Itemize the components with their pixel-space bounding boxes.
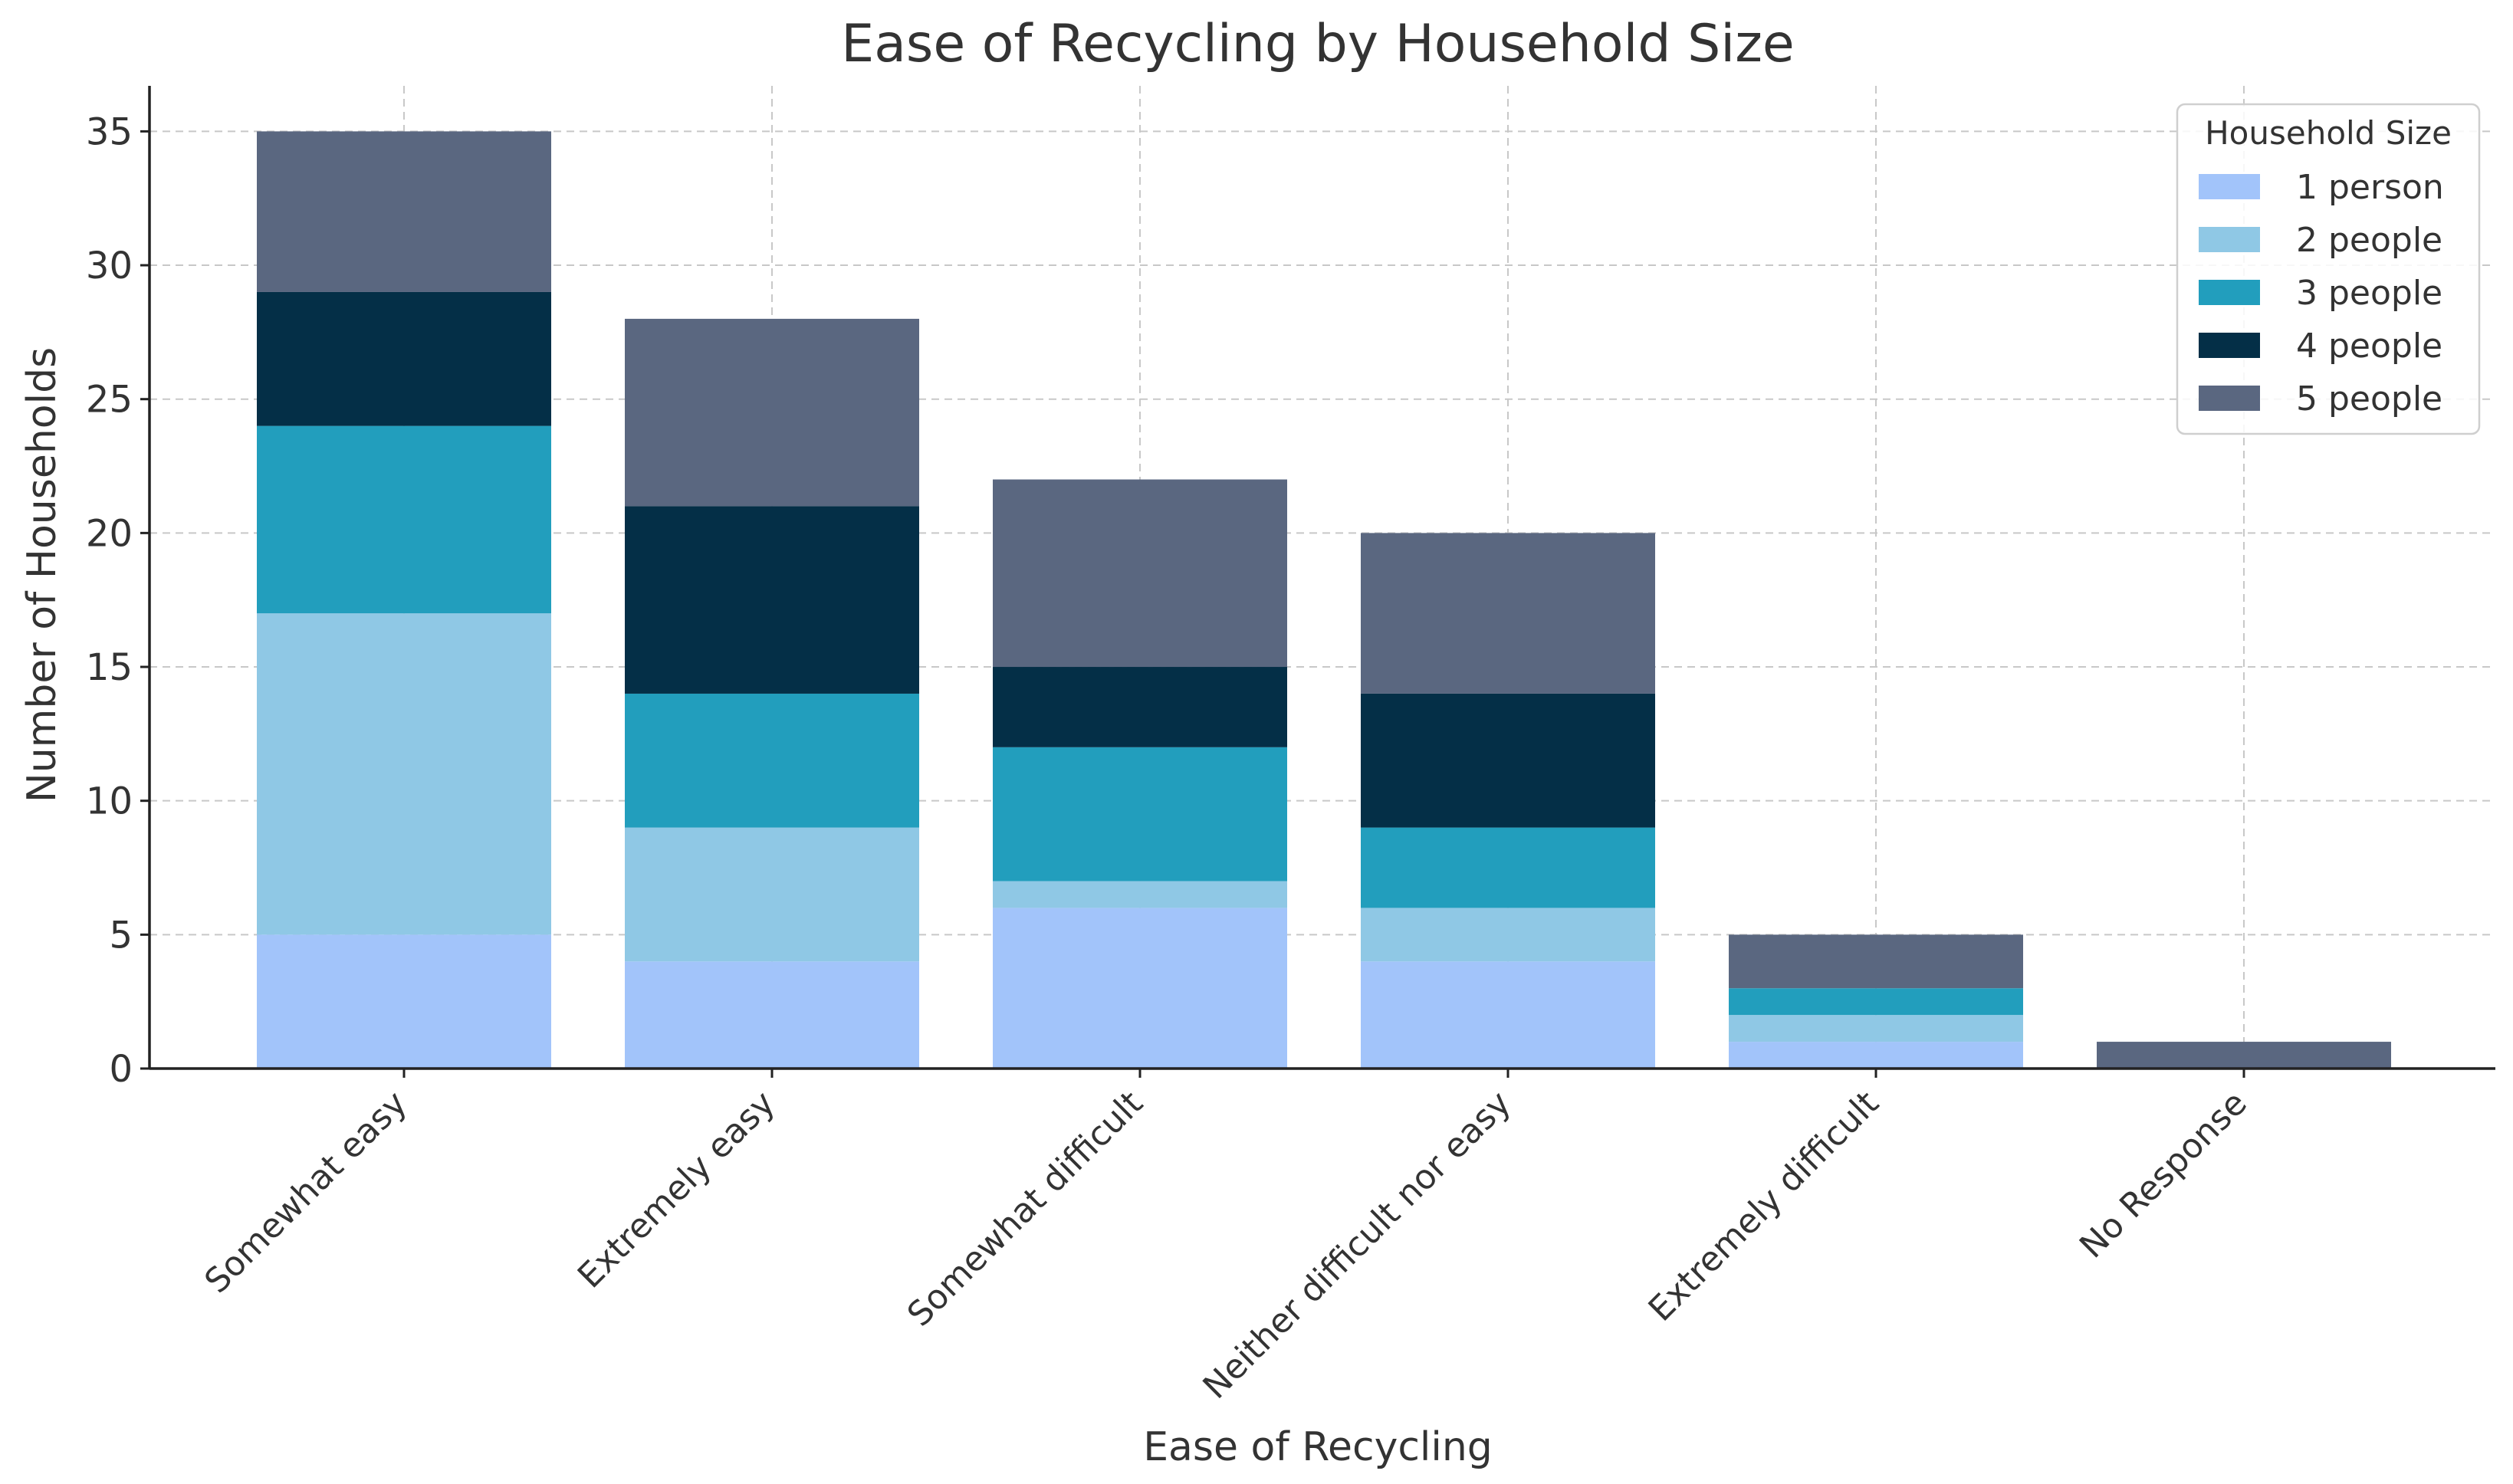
y-tick-label: 20 <box>86 512 133 555</box>
legend-label: 4 people <box>2296 327 2442 366</box>
bar-segment <box>625 827 919 962</box>
bar-segment <box>1361 908 1655 962</box>
bar-segment <box>1361 827 1655 908</box>
bars <box>257 131 2391 1069</box>
legend-swatch <box>2199 333 2260 358</box>
bar-segment <box>257 425 551 614</box>
bar-segment <box>625 693 919 828</box>
y-tick-label: 10 <box>86 780 133 823</box>
legend-label: 2 people <box>2296 221 2442 260</box>
legend-label: 3 people <box>2296 274 2442 313</box>
axes <box>140 86 2495 1078</box>
bar-segment <box>257 291 551 426</box>
y-tick-label: 0 <box>109 1048 133 1091</box>
legend-title: Household Size <box>2205 114 2452 152</box>
bar-segment <box>993 747 1287 882</box>
legend-label: 1 person <box>2296 168 2444 207</box>
bar-segment <box>1361 533 1655 694</box>
y-tick-label: 15 <box>86 646 133 689</box>
bar-segment <box>993 667 1287 747</box>
bar-segment <box>1729 1042 2023 1069</box>
y-tick-label: 5 <box>109 914 133 957</box>
bar-segment <box>257 934 551 1069</box>
bar-segment <box>2097 1042 2391 1069</box>
legend-swatch <box>2199 174 2260 199</box>
y-tick-label: 30 <box>86 245 133 287</box>
chart-title: Ease of Recycling by Household Size <box>841 14 1794 74</box>
bar-segment <box>1729 988 2023 1016</box>
bar-segment <box>993 881 1287 908</box>
bar-segment <box>257 613 551 935</box>
bar-segment <box>993 479 1287 668</box>
legend-swatch <box>2199 386 2260 411</box>
bar-segment <box>257 131 551 292</box>
legend-label: 5 people <box>2296 379 2442 419</box>
legend: Household Size 1 person 2 people 3 people 4… <box>2176 103 2481 435</box>
bar-segment <box>1361 961 1655 1069</box>
x-axis-label: Ease of Recycling <box>1143 1424 1493 1470</box>
bar-segment <box>993 908 1287 1069</box>
y-tick-label: 25 <box>86 379 133 422</box>
legend-swatch <box>2199 227 2260 252</box>
bar-segment <box>1729 1015 2023 1042</box>
bar-segment <box>625 961 919 1069</box>
bar-segment <box>625 318 919 507</box>
y-tick-label: 35 <box>86 110 133 153</box>
bar-segment <box>1361 693 1655 828</box>
bar-segment <box>625 506 919 694</box>
bar-segment <box>1729 934 2023 989</box>
legend-swatch <box>2199 280 2260 305</box>
y-axis-label: Number of Households <box>19 347 65 803</box>
